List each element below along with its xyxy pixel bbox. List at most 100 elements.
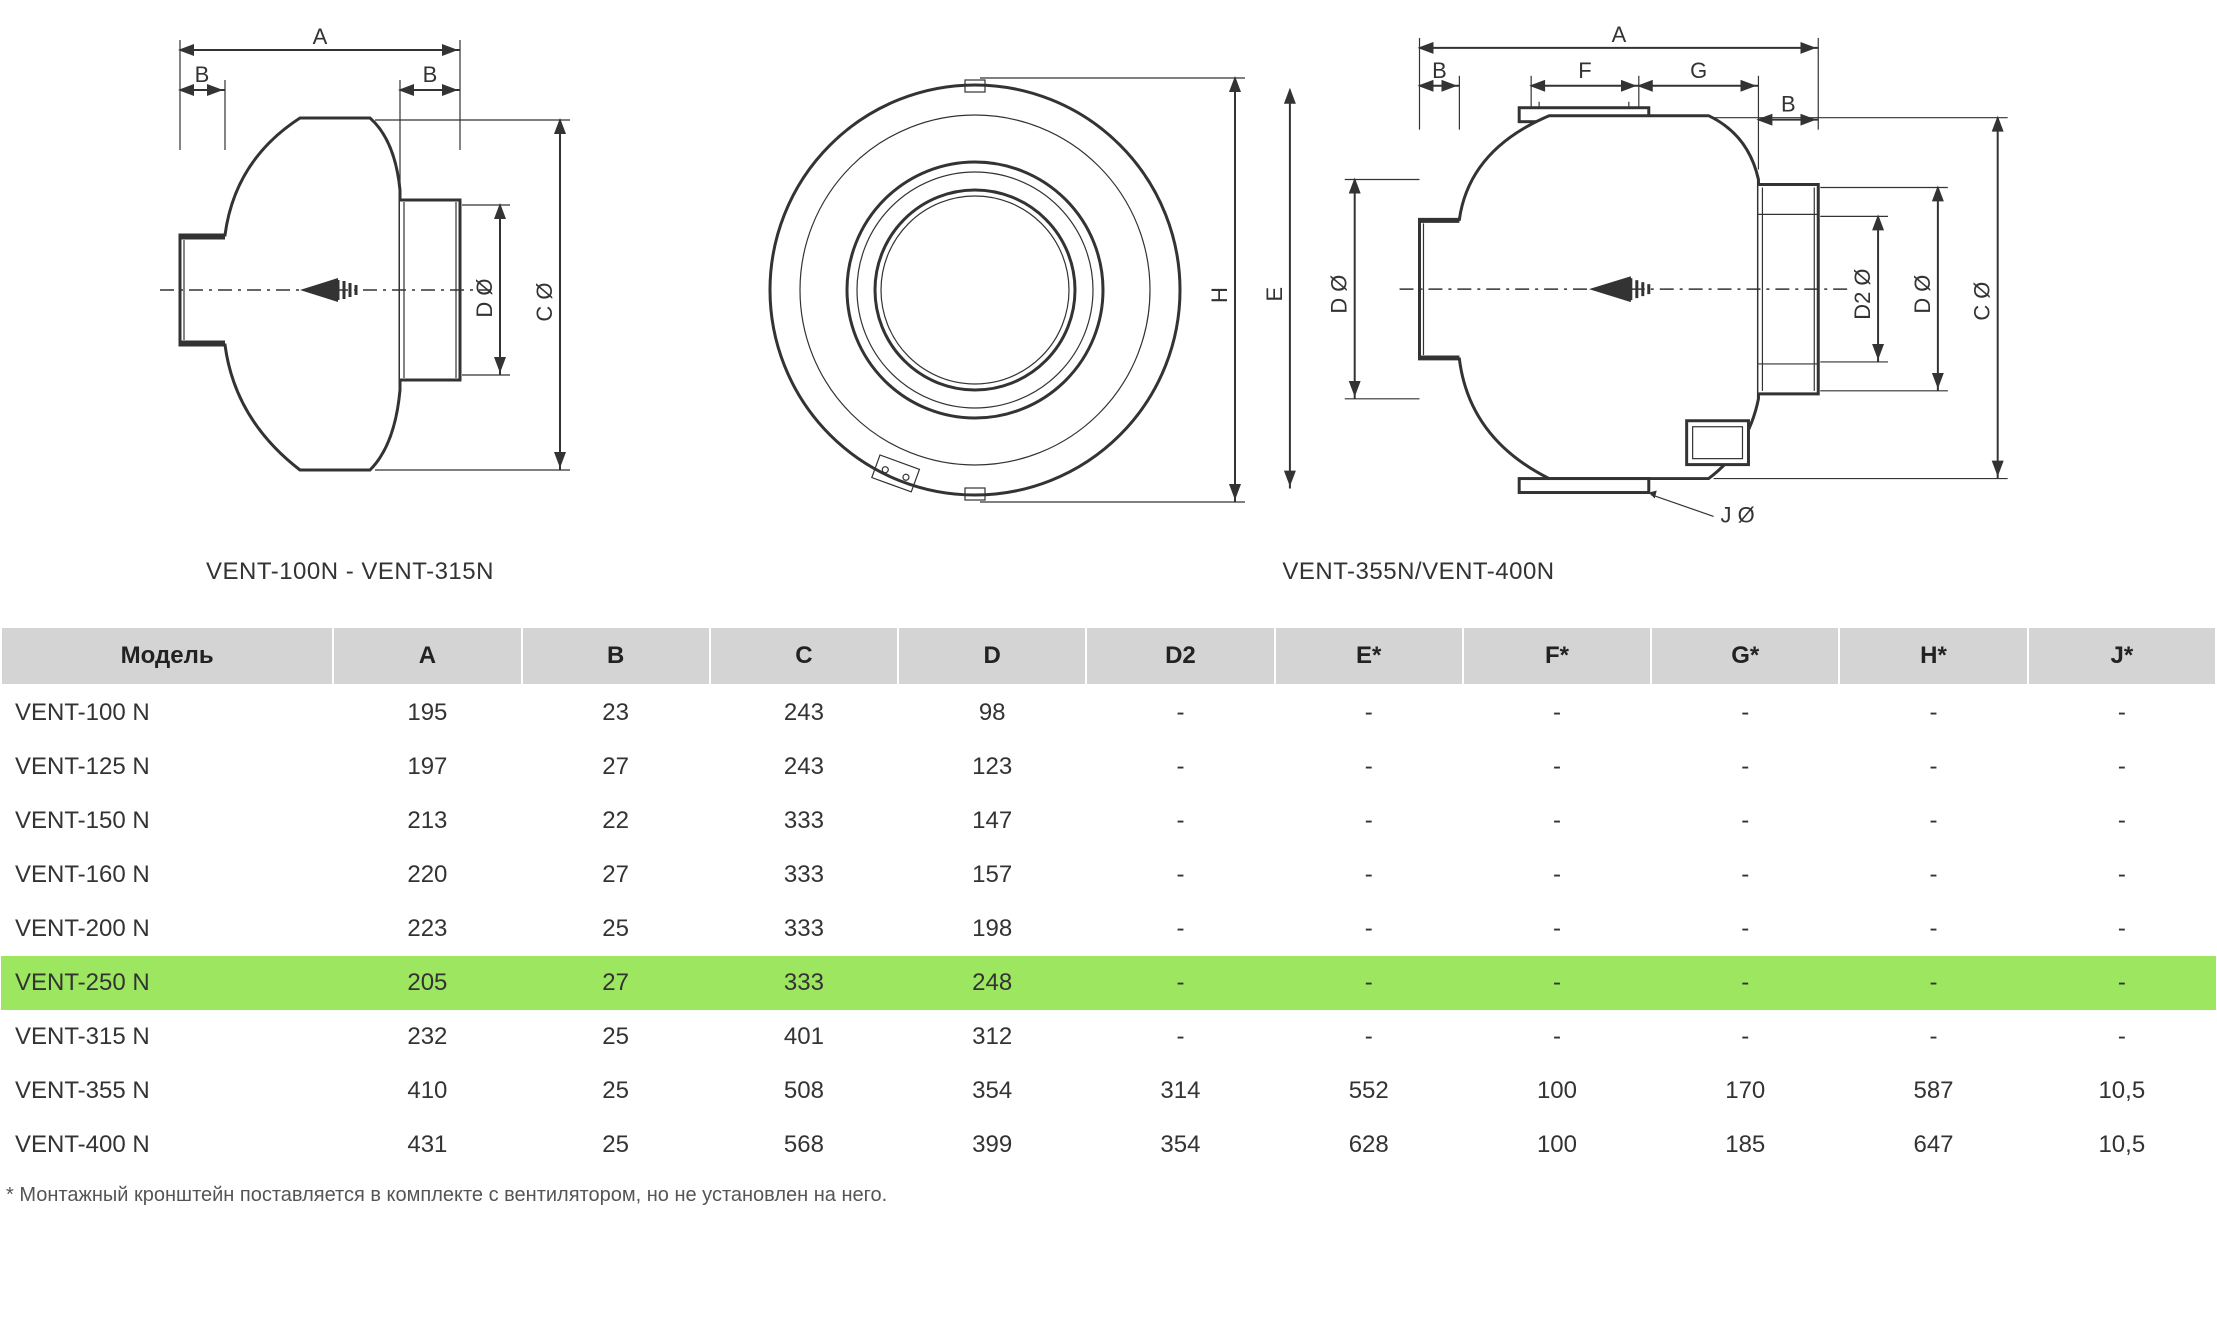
table-cell: - (1086, 902, 1274, 956)
col-header: D2 (1086, 627, 1274, 685)
table-cell: - (1086, 685, 1274, 740)
col-header: H* (1839, 627, 2027, 685)
table-cell: VENT-250 N (1, 956, 333, 1010)
table-cell: 205 (333, 956, 521, 1010)
table-cell: VENT-125 N (1, 740, 333, 794)
table-cell: - (1651, 902, 1839, 956)
col-header: D (898, 627, 1086, 685)
table-cell: - (2028, 685, 2216, 740)
col-header: J* (2028, 627, 2216, 685)
table-cell: 10,5 (2028, 1064, 2216, 1118)
dim-c-label: C Ø (1970, 282, 1995, 321)
table-cell: - (1651, 848, 1839, 902)
table-cell: - (1463, 848, 1651, 902)
table-cell: - (1463, 740, 1651, 794)
table-cell: 23 (522, 685, 710, 740)
table-cell: - (2028, 794, 2216, 848)
col-header: A (333, 627, 521, 685)
table-cell: 232 (333, 1010, 521, 1064)
table-cell: - (2028, 956, 2216, 1010)
table-cell: - (1275, 902, 1463, 956)
table-cell: 248 (898, 956, 1086, 1010)
table-cell: 399 (898, 1118, 1086, 1172)
table-cell: 22 (522, 794, 710, 848)
table-cell: - (2028, 848, 2216, 902)
table-cell: - (1275, 848, 1463, 902)
table-cell: 333 (710, 902, 898, 956)
table-cell: - (1839, 956, 2027, 1010)
table-cell: VENT-160 N (1, 848, 333, 902)
table-cell: 170 (1651, 1064, 1839, 1118)
dim-a-label: A (1612, 22, 1627, 47)
table-row: VENT-315 N23225401312------ (1, 1010, 2216, 1064)
table-cell: 587 (1839, 1064, 2027, 1118)
table-cell: 25 (522, 1010, 710, 1064)
table-cell: - (1086, 956, 1274, 1010)
table-cell: - (1086, 794, 1274, 848)
dim-g-label: G (1690, 58, 1707, 83)
table-cell: 333 (710, 956, 898, 1010)
table-cell: - (1463, 685, 1651, 740)
table-cell: 213 (333, 794, 521, 848)
col-header: F* (1463, 627, 1651, 685)
dimensions-table: МодельABCDD2E*F*G*H*J* VENT-100 N1952324… (0, 626, 2217, 1172)
col-header: Модель (1, 627, 333, 685)
dim-d2-label: D2 Ø (1850, 269, 1875, 320)
table-row: VENT-100 N1952324398------ (1, 685, 2216, 740)
table-cell: VENT-100 N (1, 685, 333, 740)
table-cell: 185 (1651, 1118, 1839, 1172)
table-cell: - (1839, 902, 2027, 956)
table-cell: 100 (1463, 1064, 1651, 1118)
table-cell: 27 (522, 956, 710, 1010)
table-cell: 25 (522, 1118, 710, 1172)
table-cell: VENT-400 N (1, 1118, 333, 1172)
table-cell: - (1651, 1010, 1839, 1064)
table-cell: - (1463, 902, 1651, 956)
table-cell: 223 (333, 902, 521, 956)
table-cell: - (1086, 1010, 1274, 1064)
table-cell: - (1839, 794, 2027, 848)
table-row: VENT-160 N22027333157------ (1, 848, 2216, 902)
dim-e-label: E (1262, 287, 1287, 302)
table-cell: 431 (333, 1118, 521, 1172)
table-cell: 628 (1275, 1118, 1463, 1172)
table-cell: 243 (710, 740, 898, 794)
table-cell: 123 (898, 740, 1086, 794)
table-cell: 25 (522, 1064, 710, 1118)
table-cell: 27 (522, 740, 710, 794)
table-cell: VENT-355 N (1, 1064, 333, 1118)
dim-d-left-label: D Ø (1327, 275, 1352, 314)
table-cell: 568 (710, 1118, 898, 1172)
diagram-vent-355-400: E D Ø A B F (1260, 20, 2217, 540)
col-header: B (522, 627, 710, 685)
dim-b-left-label: B (1432, 58, 1447, 83)
table-cell: 508 (710, 1064, 898, 1118)
dim-b-right-label: B (423, 62, 438, 87)
col-header: C (710, 627, 898, 685)
table-cell: 354 (1086, 1118, 1274, 1172)
dim-d-label: D Ø (472, 278, 497, 317)
table-cell: 312 (898, 1010, 1086, 1064)
table-cell: 25 (522, 902, 710, 956)
table-row: VENT-400 N4312556839935462810018564710,5 (1, 1118, 2216, 1172)
table-row: VENT-200 N22325333198------ (1, 902, 2216, 956)
table-cell: - (2028, 902, 2216, 956)
table-cell: 198 (898, 902, 1086, 956)
table-cell: VENT-150 N (1, 794, 333, 848)
table-cell: 10,5 (2028, 1118, 2216, 1172)
table-cell: 27 (522, 848, 710, 902)
table-cell: - (2028, 740, 2216, 794)
table-cell: 552 (1275, 1064, 1463, 1118)
table-cell: - (1839, 1010, 2027, 1064)
table-cell: 157 (898, 848, 1086, 902)
table-cell: - (1275, 956, 1463, 1010)
dim-h-label: H (1207, 287, 1232, 303)
table-row: VENT-355 N4102550835431455210017058710,5 (1, 1064, 2216, 1118)
table-cell: - (1839, 848, 2027, 902)
table-cell: - (1651, 794, 1839, 848)
table-cell: 243 (710, 685, 898, 740)
table-cell: - (1086, 848, 1274, 902)
footnote: * Монтажный кронштейн поставляется в ком… (0, 1172, 2217, 1207)
table-cell: - (1463, 794, 1651, 848)
table-cell: VENT-200 N (1, 902, 333, 956)
